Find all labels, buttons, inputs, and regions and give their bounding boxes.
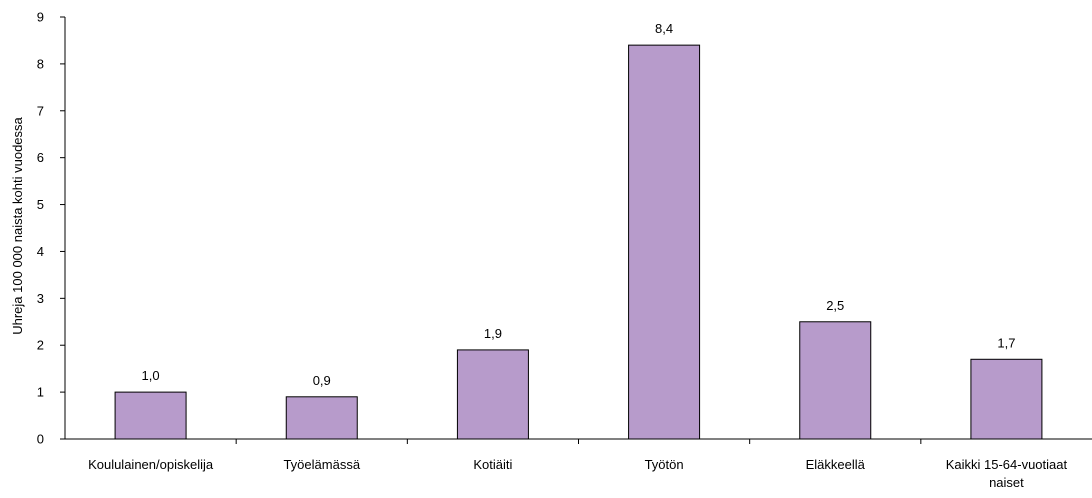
x-category-label: Eläkkeellä — [806, 457, 866, 472]
y-axis-title: Uhreja 100 000 naista kohti vuodessa — [10, 116, 25, 334]
x-category-label: Työtön — [645, 457, 684, 472]
bar — [456, 349, 529, 440]
y-tick-label: 1 — [37, 385, 44, 400]
bar — [285, 396, 358, 440]
y-tick-label: 5 — [37, 197, 44, 212]
bar — [114, 391, 187, 440]
bar — [799, 321, 872, 440]
y-tick-label: 6 — [37, 150, 44, 165]
y-tick-label: 3 — [37, 291, 44, 306]
x-category-label: Koululainen/opiskelija — [88, 457, 214, 472]
y-tick-label: 2 — [37, 338, 44, 353]
bars — [114, 44, 1043, 440]
y-axis-title-group: Uhreja 100 000 naista kohti vuodessa — [10, 116, 25, 334]
y-tick-label: 0 — [37, 432, 44, 447]
x-category-label: naiset — [989, 475, 1024, 490]
data-label: 8,4 — [655, 21, 673, 36]
labels: 1,0 Koululainen/opiskelija 0,9 Työelämässä 1… — [88, 21, 1067, 490]
bar — [628, 44, 701, 440]
x-category-label: Kaikki 15-64-vuotiaat — [946, 457, 1068, 472]
data-label: 2,5 — [826, 298, 844, 313]
bar — [970, 358, 1043, 440]
y-tick-label: 9 — [37, 10, 44, 25]
data-label: 1,7 — [997, 335, 1015, 350]
data-label: 0,9 — [313, 373, 331, 388]
y-tick-label: 4 — [37, 244, 44, 259]
data-label: 1,0 — [142, 368, 160, 383]
x-category-label: Kotiäiti — [473, 457, 512, 472]
axes: 0 1 2 3 4 5 6 7 8 9 — [37, 10, 1092, 447]
data-label: 1,9 — [484, 326, 502, 341]
y-tick-label: 7 — [37, 103, 44, 118]
y-tick-label: 8 — [37, 56, 44, 71]
x-category-label: Työelämässä — [283, 457, 360, 472]
